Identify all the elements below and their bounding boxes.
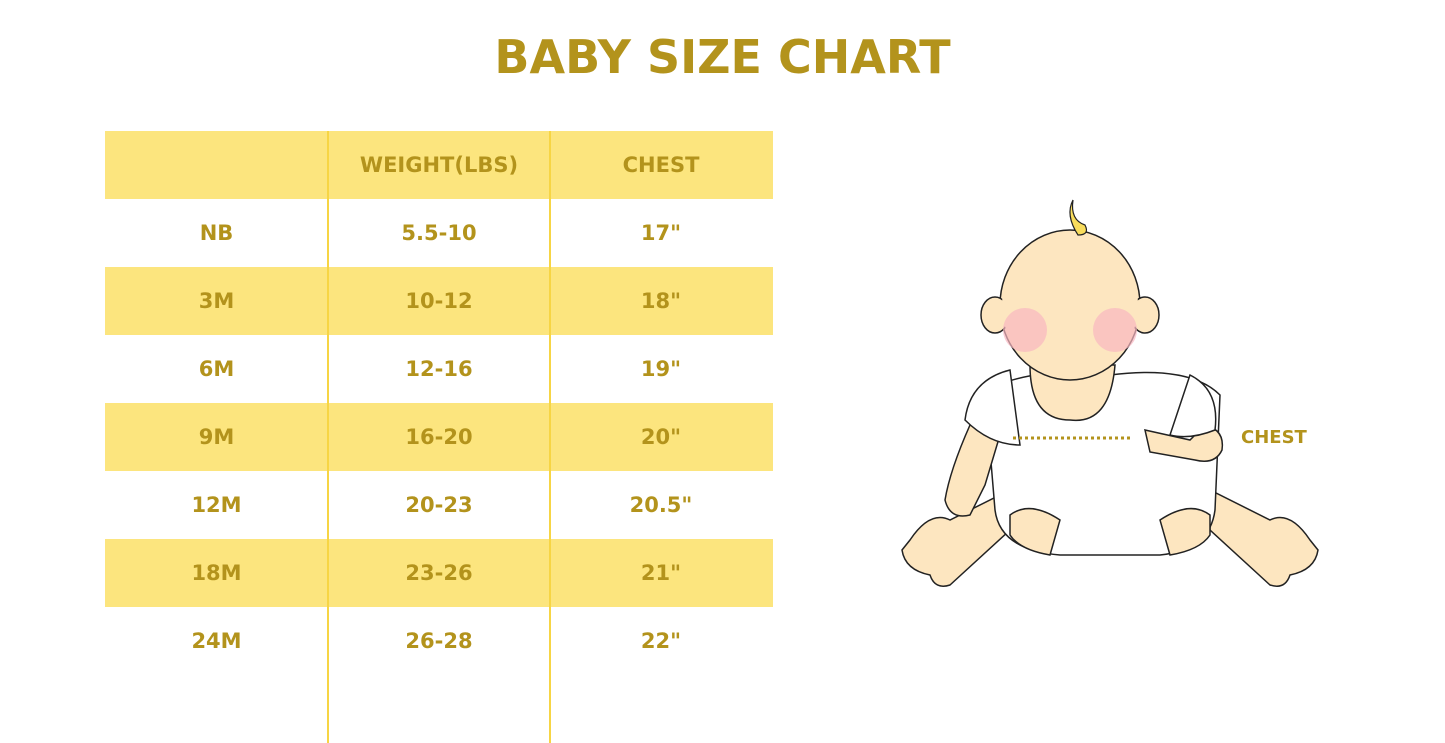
header-cell: WEIGHT(LBS)	[359, 153, 519, 177]
chest-cell: 22"	[640, 629, 682, 653]
column-divider	[549, 131, 551, 743]
weight-cell: 26-28	[405, 629, 473, 653]
weight-cell: 5.5-10	[401, 221, 477, 245]
table-row: 18M 23-26 21"	[105, 539, 773, 607]
header-cell: CHEST	[622, 153, 700, 177]
table-header: WEIGHT(LBS) CHEST	[105, 131, 773, 199]
weight-cell: 10-12	[405, 289, 473, 313]
chest-cell: 17"	[640, 221, 682, 245]
chest-cell: 21"	[640, 561, 682, 585]
column-divider	[327, 131, 329, 743]
size-table: WEIGHT(LBS) CHEST NB 5.5-10 17" 3M 10-12 18" 6…	[105, 131, 773, 743]
size-cell: 9M	[198, 425, 235, 449]
chest-cell: 19"	[640, 357, 682, 381]
weight-cell: 20-23	[405, 493, 473, 517]
table-row: 3M 10-12 18"	[105, 267, 773, 335]
table-row: NB 5.5-10 17"	[105, 199, 773, 267]
chest-label: CHEST	[1241, 427, 1307, 448]
size-cell: 6M	[198, 357, 235, 381]
baby-illustration	[901, 199, 1319, 587]
weight-cell: 12-16	[405, 357, 473, 381]
table-row: 12M 20-23 20.5"	[105, 471, 773, 539]
chest-cell: 18"	[640, 289, 682, 313]
page-title: BABY SIZE CHART	[494, 30, 951, 84]
size-cell: 12M	[191, 493, 242, 517]
table-row: 6M 12-16 19"	[105, 335, 773, 403]
size-cell: 3M	[198, 289, 235, 313]
size-cell: 24M	[191, 629, 242, 653]
size-cell: 18M	[191, 561, 242, 585]
weight-cell: 16-20	[405, 425, 473, 449]
weight-cell: 23-26	[405, 561, 473, 585]
size-cell: NB	[199, 221, 234, 245]
table-row: 24M 26-28 22"	[105, 607, 773, 675]
chest-cell: 20"	[640, 425, 682, 449]
chest-cell: 20.5"	[629, 493, 693, 517]
table-row: 9M 16-20 20"	[105, 403, 773, 471]
